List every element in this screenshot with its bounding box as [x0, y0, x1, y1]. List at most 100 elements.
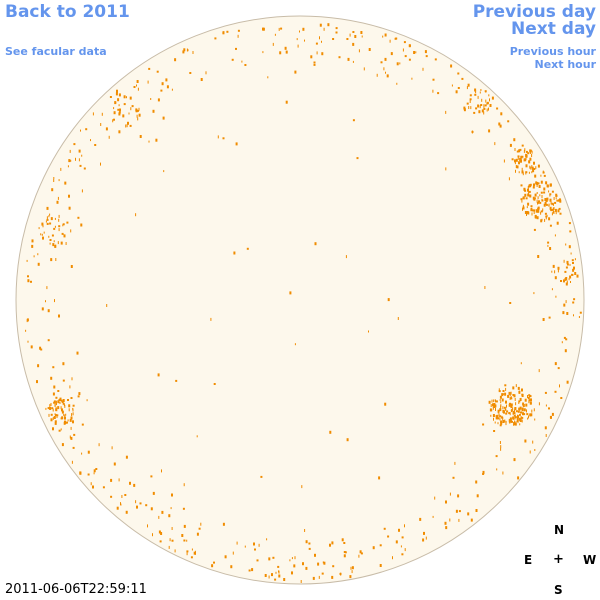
facula-dot	[62, 399, 65, 402]
facula-dot	[63, 234, 66, 238]
facula-dot	[113, 462, 116, 466]
facula-dot	[529, 149, 532, 153]
facula-dot	[555, 193, 558, 197]
facula-dot	[41, 233, 43, 236]
facula-dot	[484, 104, 487, 107]
see-facular-data-link[interactable]: See facular data	[5, 45, 107, 58]
facula-dot	[352, 31, 355, 33]
facula-dot	[350, 566, 352, 570]
next-hour-link[interactable]: Next hour	[534, 58, 597, 71]
facula-dot	[500, 404, 502, 408]
facula-dot	[54, 217, 56, 220]
facula-dot	[183, 48, 186, 52]
facula-dot	[532, 169, 535, 173]
facula-dot	[563, 259, 565, 263]
facula-dot	[304, 529, 306, 532]
facula-dot	[545, 203, 548, 206]
facula-dot	[504, 419, 506, 423]
facula-dot	[302, 27, 305, 31]
facula-dot	[566, 263, 569, 266]
facula-dot	[474, 93, 477, 96]
facula-dot	[574, 272, 577, 275]
facula-dot	[494, 421, 496, 424]
facula-dot	[518, 407, 521, 411]
facula-dot	[554, 276, 557, 280]
facula-dot	[67, 419, 69, 422]
facula-dot	[483, 107, 485, 110]
facula-dot	[502, 417, 504, 421]
back-to-year-link[interactable]: Back to 2011	[5, 2, 130, 22]
previous-day-link[interactable]: Previous day	[472, 2, 596, 22]
facula-dot	[551, 208, 554, 211]
facula-dot	[224, 555, 227, 559]
facula-dot	[300, 580, 302, 583]
facula-dot	[413, 51, 416, 54]
facula-dot	[58, 179, 60, 182]
facula-dot	[382, 35, 384, 38]
facula-dot	[519, 423, 521, 426]
previous-hour-link[interactable]: Previous hour	[509, 45, 596, 58]
facula-dot	[548, 217, 551, 221]
facula-dot	[268, 557, 271, 561]
facula-dot	[533, 183, 536, 187]
facula-dot	[192, 51, 194, 54]
facula-dot	[114, 101, 117, 105]
facula-dot	[515, 158, 518, 162]
facula-dot	[568, 278, 570, 281]
facula-dot	[305, 540, 308, 544]
facula-dot	[81, 154, 83, 157]
facula-dot	[470, 106, 472, 110]
facula-dot	[510, 391, 512, 395]
facula-dot	[55, 244, 57, 248]
facula-dot	[501, 415, 503, 418]
facula-dot	[398, 528, 400, 532]
facula-dot	[528, 160, 530, 163]
facula-dot	[520, 184, 523, 187]
facula-dot	[26, 259, 28, 262]
facula-dot	[466, 102, 469, 105]
facula-dot	[241, 60, 243, 63]
facula-dot	[505, 387, 507, 391]
facula-dot	[310, 55, 313, 59]
facula-dot	[533, 184, 534, 187]
facula-dot	[37, 262, 40, 266]
facula-dot	[136, 80, 139, 83]
facula-dot	[529, 151, 531, 154]
facula-dot	[396, 82, 398, 85]
next-day-link[interactable]: Next day	[511, 19, 596, 39]
facula-dot	[530, 413, 533, 417]
facula-dot	[380, 61, 383, 64]
facula-dot	[137, 117, 139, 121]
facula-dot	[118, 478, 120, 482]
facula-dot	[117, 108, 120, 111]
facula-dot	[554, 270, 556, 274]
facula-dot	[513, 414, 516, 417]
facula-dot	[68, 206, 71, 210]
facula-dot	[30, 345, 33, 349]
observation-timestamp: 2011-06-06T22:59:11	[5, 582, 147, 597]
facula-dot	[352, 60, 354, 63]
facula-dot	[54, 403, 56, 407]
facula-dot	[222, 522, 225, 526]
facula-dot	[262, 27, 265, 31]
facula-dot	[504, 384, 507, 387]
facula-dot	[53, 400, 56, 404]
facula-dot	[222, 31, 225, 35]
facula-dot	[500, 447, 502, 451]
facula-dot	[481, 109, 484, 113]
facula-dot	[556, 221, 559, 225]
facula-dot	[46, 286, 48, 290]
facula-dot	[171, 539, 174, 542]
facula-dot	[70, 416, 73, 420]
facula-dot	[54, 420, 57, 423]
facula-dot	[297, 44, 299, 48]
facula-dot	[401, 536, 404, 539]
facula-dot	[50, 258, 53, 262]
facula-dot	[390, 52, 393, 56]
facula-dot	[264, 574, 267, 577]
facula-dot	[200, 78, 203, 81]
facula-dot	[522, 196, 525, 199]
facula-dot	[128, 112, 130, 115]
facula-dot	[36, 380, 38, 384]
facula-dot	[78, 158, 80, 162]
